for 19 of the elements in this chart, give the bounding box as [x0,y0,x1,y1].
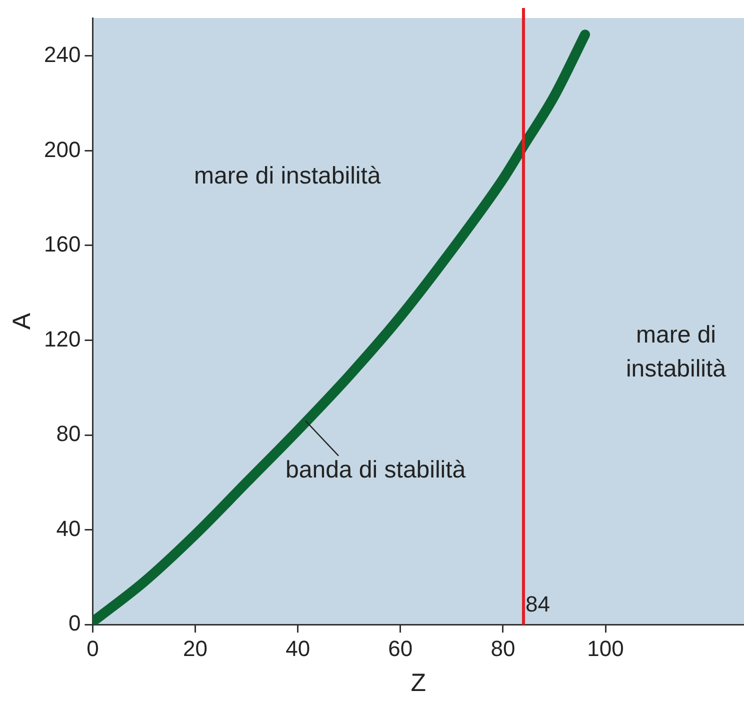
annotation: mare di instabilità [194,162,382,190]
y-tick-label: 200 [44,136,81,162]
y-tick-label: 240 [44,42,81,67]
x-tick-label: 40 [286,636,310,661]
ref-line-label: 84 [525,592,550,617]
annotation: banda di stabilità [286,456,466,484]
x-tick-label: 60 [388,636,413,661]
y-tick-label: 160 [44,232,81,257]
x-axis-title: Z [410,668,426,697]
y-tick-label: 0 [68,610,81,636]
annotation: mare di instabilità [626,322,727,383]
x-tick-label: 80 [490,636,516,661]
y-tick-label: 40 [56,516,81,541]
x-tick-label: 100 [587,636,624,661]
y-tick-label: 120 [44,326,81,352]
x-tick-label: 20 [183,636,208,661]
y-axis-title: A [8,312,36,330]
x-tick-label: 0 [86,636,99,661]
y-tick-label: 80 [56,421,81,446]
